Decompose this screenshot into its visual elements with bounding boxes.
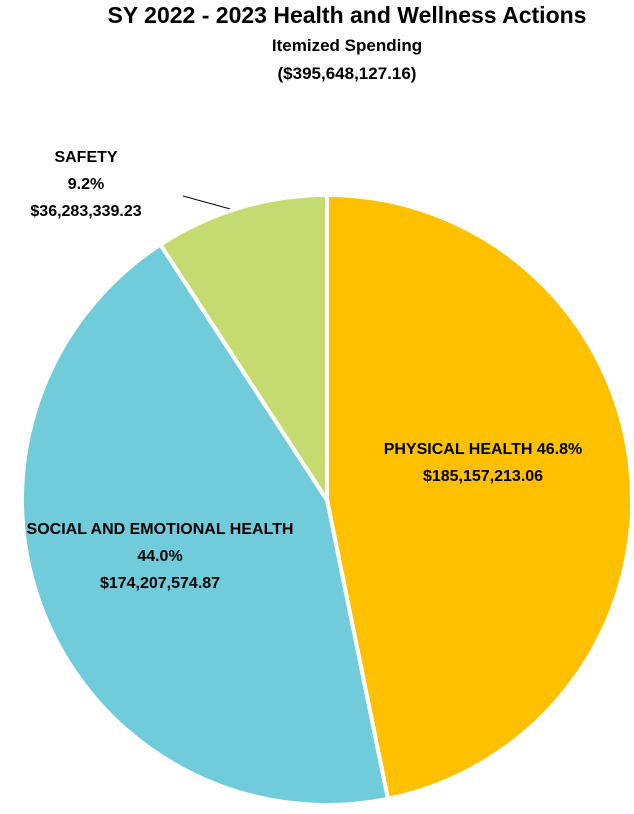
total-label: ($395,648,127.16) xyxy=(277,64,417,83)
pie-slice xyxy=(158,193,329,502)
chart-subtitle: Itemized Spending xyxy=(271,36,423,55)
amount-label: $36,283,339.23 xyxy=(30,203,142,220)
amount-label: $185,157,213.06 xyxy=(422,468,544,485)
category-label: SOCIAL AND EMOTIONAL HEALTH xyxy=(26,521,294,538)
slice-label: PHYSICAL HEALTH 46.8% $185,157,213.06 xyxy=(333,436,633,490)
slice-label: SOCIAL AND EMOTIONAL HEALTH 44.0% $174,207… xyxy=(23,516,298,597)
category-label: PHYSICAL HEALTH xyxy=(383,441,533,458)
category-label: SAFETY xyxy=(54,149,118,166)
pie-slice xyxy=(20,242,390,807)
value-label: 46.8% xyxy=(536,441,583,458)
value-label: 9.2% xyxy=(67,176,105,193)
slice-label: SAFETY 9.2% $36,283,339.23 xyxy=(0,144,176,225)
chart-title: SY 2022 - 2023 Health and Wellness Actio… xyxy=(107,2,587,28)
amount-label: $174,207,574.87 xyxy=(99,575,221,592)
pie-slice xyxy=(325,193,634,801)
value-label: 44.0% xyxy=(137,548,183,565)
